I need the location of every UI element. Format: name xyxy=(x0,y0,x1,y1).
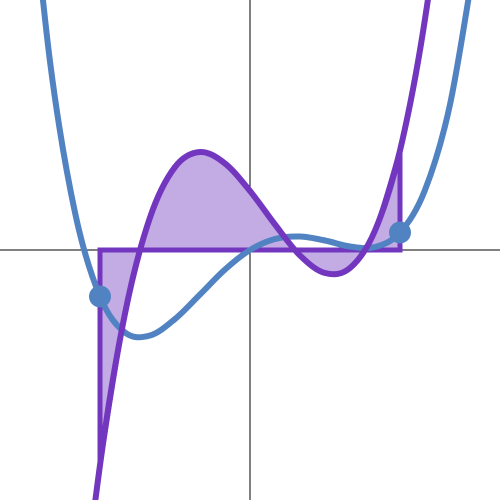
function-curve xyxy=(39,0,472,341)
endpoint xyxy=(389,221,411,244)
derivative-curve xyxy=(92,0,431,500)
endpoint xyxy=(89,285,111,308)
